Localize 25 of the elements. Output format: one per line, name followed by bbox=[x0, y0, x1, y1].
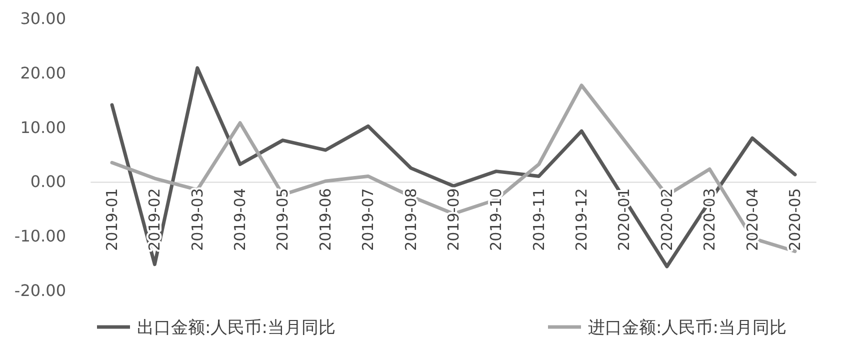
y-tick-label: -20.00 bbox=[14, 281, 66, 300]
x-tick-label: 2019-06 bbox=[316, 188, 334, 251]
x-tick-label: 2019-11 bbox=[530, 188, 548, 251]
x-tick-label: 2019-01 bbox=[103, 188, 121, 251]
y-tick-label: 0.00 bbox=[30, 172, 66, 192]
x-tick-label: 2019-12 bbox=[572, 188, 591, 251]
x-tick-label: 2020-03 bbox=[700, 188, 719, 251]
x-tick-label: 2019-02 bbox=[146, 188, 164, 251]
x-tick-label: 2019-04 bbox=[231, 188, 250, 251]
y-tick-label: -10.00 bbox=[14, 226, 66, 246]
x-tick-label: 2020-04 bbox=[743, 188, 762, 251]
x-tick-label: 2019-05 bbox=[274, 188, 292, 251]
y-tick-label: 30.00 bbox=[20, 9, 66, 28]
x-tick-label: 2019-08 bbox=[402, 188, 420, 251]
y-tick-label: 20.00 bbox=[20, 63, 66, 82]
legend-label: 进口金额:人民币:当月同比 bbox=[588, 318, 786, 338]
x-tick-label: 2019-10 bbox=[487, 188, 506, 251]
x-tick-label: 2020-02 bbox=[658, 188, 676, 251]
x-tick-label: 2019-03 bbox=[188, 188, 206, 251]
x-tick-label: 2020-05 bbox=[786, 188, 804, 251]
y-tick-label: 10.00 bbox=[20, 118, 66, 137]
x-tick-label: 2020-01 bbox=[615, 188, 634, 251]
legend-label: 出口金额:人民币:当月同比 bbox=[137, 318, 336, 338]
x-tick-label: 2019-09 bbox=[444, 188, 462, 251]
x-tick-label: 2019-07 bbox=[359, 188, 378, 251]
